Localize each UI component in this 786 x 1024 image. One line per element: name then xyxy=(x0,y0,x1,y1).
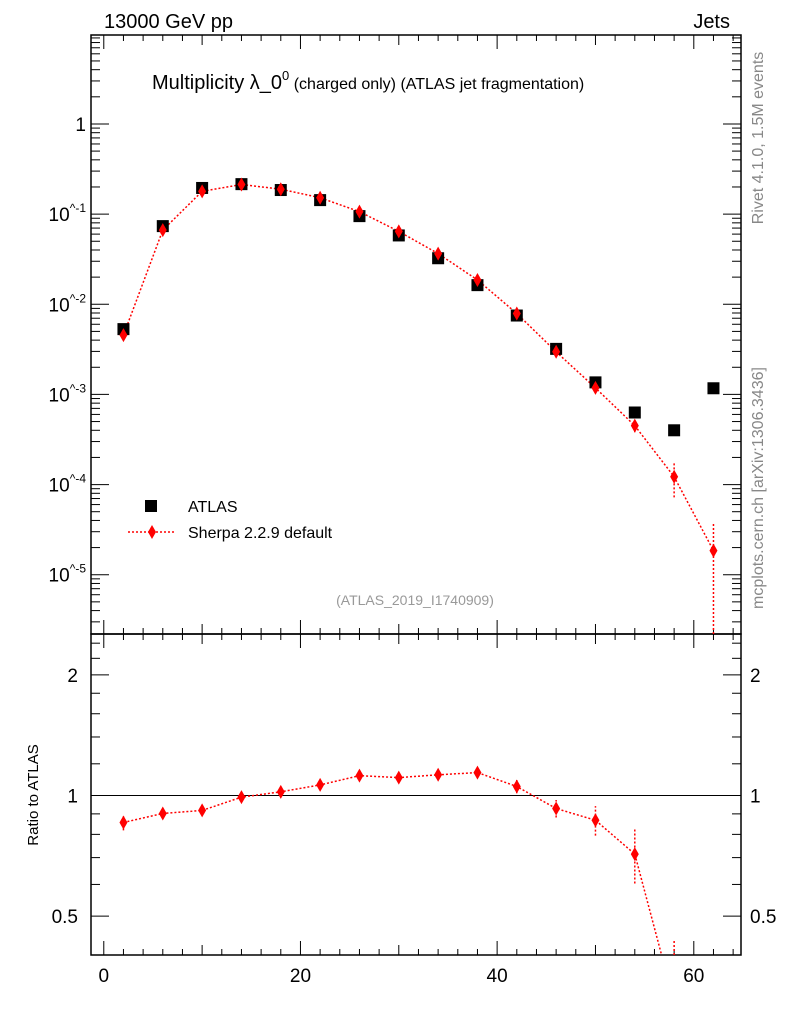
ratio-tick-label-left: 1 xyxy=(67,787,78,808)
ratio-tick-label-left: 0.5 xyxy=(52,907,78,928)
title-superscript: 0 xyxy=(282,68,289,83)
sherpa-point xyxy=(512,306,521,321)
atlas-point xyxy=(668,424,681,437)
x-tick-label: 20 xyxy=(290,966,311,987)
sherpa-point xyxy=(276,182,285,197)
sherpa-point xyxy=(158,223,167,238)
axis-ticks: 0 20 40 60 1 10^-1 10^-2 10^-3 10^-4 10^-5 2 2 1 1 0.5… xyxy=(49,35,776,987)
ratio-point xyxy=(198,803,207,818)
ratio-point xyxy=(630,847,639,862)
sherpa-point xyxy=(709,543,718,558)
ratio-point xyxy=(394,770,403,785)
sherpa-point xyxy=(630,418,639,433)
chart-title: Multiplicity λ_00 (charged only) (ATLAS … xyxy=(152,68,584,94)
ratio-point xyxy=(276,784,285,799)
ratio-tick-label-right: 2 xyxy=(750,666,761,687)
ratio-tick-label-left: 2 xyxy=(67,666,78,687)
ratio-tick-label-right: 0.5 xyxy=(750,907,776,928)
sherpa-point xyxy=(355,204,364,219)
analysis-label: (ATLAS_2019_I1740909) xyxy=(336,592,494,608)
ratio-point xyxy=(591,813,600,828)
ratio-ylabel: Ratio to ATLAS xyxy=(25,744,42,845)
legend-atlas-label: ATLAS xyxy=(188,499,238,516)
legend: ATLAS Sherpa 2.2.9 default xyxy=(128,499,333,542)
y-tick-label: 10^-5 xyxy=(49,562,87,587)
ratio-point xyxy=(552,801,561,816)
ratio-point xyxy=(512,779,521,794)
x-tick-label: 40 xyxy=(487,966,508,987)
sherpa-point xyxy=(316,190,325,205)
legend-sherpa-marker xyxy=(148,525,156,539)
x-tick-label: 0 xyxy=(98,966,109,987)
sherpa-ratio-line xyxy=(123,771,663,956)
y-tick-label: 10^-1 xyxy=(49,201,87,226)
title-rest: (charged only) (ATLAS jet fragmentation) xyxy=(289,76,584,93)
ratio-point xyxy=(473,765,482,780)
title-main: Multiplicity λ_0 xyxy=(152,72,282,94)
y-tick-label: 1 xyxy=(75,115,86,136)
y-tick-label: 10^-3 xyxy=(49,381,87,406)
ratio-point xyxy=(237,790,246,805)
sherpa-point xyxy=(473,272,482,287)
sherpa-point xyxy=(552,344,561,359)
ratio-point xyxy=(434,767,443,782)
y-tick-label: 10^-4 xyxy=(49,472,87,497)
x-tick-label: 60 xyxy=(683,966,704,987)
rivet-label: Rivet 4.1.0, 1.5M events xyxy=(750,52,767,225)
sherpa-point xyxy=(198,184,207,199)
atlas-point xyxy=(707,382,720,395)
process-label: Jets xyxy=(693,11,730,33)
sherpa-line xyxy=(122,183,715,551)
sherpa-point xyxy=(434,246,443,261)
mcplots-label: mcplots.cern.ch [arXiv:1306.3436] xyxy=(750,367,767,609)
sherpa-point xyxy=(591,380,600,395)
ratio-plot-frame xyxy=(90,633,742,956)
sherpa-point xyxy=(394,224,403,239)
y-tick-label: 10^-2 xyxy=(49,291,87,316)
legend-atlas-marker xyxy=(145,500,157,512)
ratio-point xyxy=(355,768,364,783)
atlas-point xyxy=(628,406,641,419)
ratio-tick-label-right: 1 xyxy=(750,787,761,808)
ratio-point xyxy=(316,777,325,792)
sherpa-point xyxy=(119,328,128,343)
energy-label: 13000 GeV pp xyxy=(104,11,233,33)
main-plot-frame xyxy=(90,34,742,635)
legend-sherpa-label: Sherpa 2.2.9 default xyxy=(188,525,333,542)
sherpa-point xyxy=(237,177,246,192)
ratio-point xyxy=(158,806,167,821)
sherpa-point xyxy=(670,469,679,484)
ratio-point xyxy=(119,815,128,830)
